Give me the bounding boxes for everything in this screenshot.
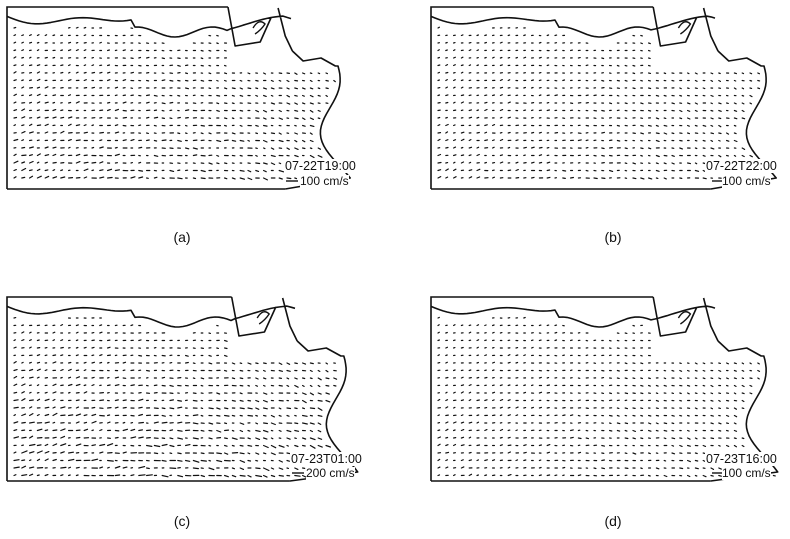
scale-label-d: 100 cm/s bbox=[722, 466, 771, 480]
map-b bbox=[430, 6, 777, 190]
panel-a: 07-22T19:00 100 cm/s bbox=[6, 6, 364, 190]
timestamp-c: 07-23T01:00 bbox=[290, 452, 363, 466]
caption-b: (b) bbox=[604, 229, 622, 245]
caption-c: (c) bbox=[173, 513, 191, 529]
timestamp-d: 07-23T16:00 bbox=[705, 452, 778, 466]
panel-b: 07-22T22:00 100 cm/s bbox=[430, 6, 790, 190]
timestamp-b: 07-22T22:00 bbox=[705, 159, 778, 173]
timestamp-a: 07-22T19:00 bbox=[284, 159, 357, 173]
panel-d: 07-23T16:00 100 cm/s bbox=[430, 296, 790, 482]
caption-d: (d) bbox=[604, 513, 622, 529]
scale-label-b: 100 cm/s bbox=[722, 174, 771, 188]
scale-label-a: 100 cm/s bbox=[300, 174, 349, 188]
caption-a: (a) bbox=[173, 229, 191, 245]
scale-label-c: 200 cm/s bbox=[306, 466, 355, 480]
panel-c: 07-23T01:00 200 cm/s bbox=[6, 296, 370, 482]
